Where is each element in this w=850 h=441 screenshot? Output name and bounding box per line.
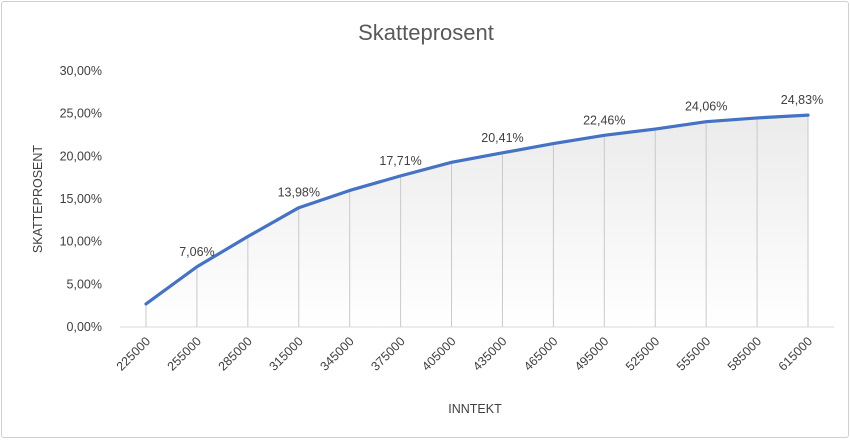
data-label: 13,98% <box>278 186 320 200</box>
x-tick-label: 315000 <box>266 334 305 373</box>
data-label: 24,83% <box>781 93 823 107</box>
data-label: 7,06% <box>179 245 214 259</box>
x-tick-label: 615000 <box>776 334 815 373</box>
y-axis-title: SKATTEPROSENT <box>31 145 45 253</box>
data-label: 17,71% <box>379 154 421 168</box>
x-tick-label: 225000 <box>114 334 153 373</box>
chart-title: Skatteprosent <box>358 20 494 45</box>
x-axis-title: INNTEKT <box>448 402 502 416</box>
series-line <box>144 113 810 306</box>
x-tick-label: 585000 <box>725 334 764 373</box>
x-tick-label: 345000 <box>317 334 356 373</box>
x-tick-label: 405000 <box>419 334 458 373</box>
data-label: 20,41% <box>481 131 523 145</box>
y-tick-label: 10,00% <box>60 235 102 249</box>
y-tick-label: 15,00% <box>60 192 102 206</box>
x-tick-label: 285000 <box>216 334 255 373</box>
y-tick-label: 20,00% <box>60 149 102 163</box>
x-tick-label: 465000 <box>521 334 560 373</box>
data-label: 22,46% <box>583 113 625 127</box>
x-tick-label: 555000 <box>674 334 713 373</box>
data-label: 24,06% <box>685 100 727 114</box>
y-tick-label: 5,00% <box>67 277 102 291</box>
x-tick-label: 375000 <box>368 334 407 373</box>
x-tick-label: 525000 <box>623 334 662 373</box>
y-tick-label: 25,00% <box>60 107 102 121</box>
series-area <box>146 115 808 327</box>
x-tick-label: 435000 <box>470 334 509 373</box>
x-tick-label: 255000 <box>165 334 204 373</box>
y-tick-label: 30,00% <box>60 64 102 78</box>
x-tick-label: 495000 <box>572 334 611 373</box>
y-tick-label: 0,00% <box>67 320 102 334</box>
